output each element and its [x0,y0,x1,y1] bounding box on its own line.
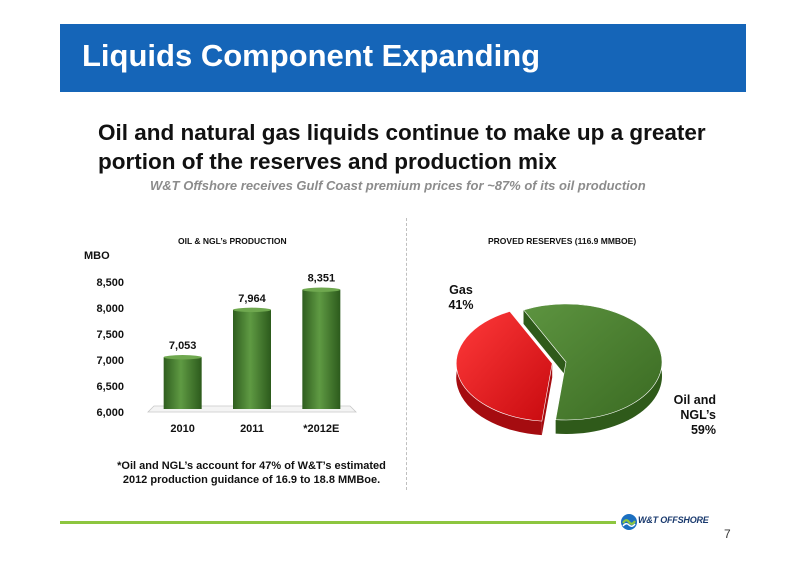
chart-divider [406,218,407,490]
title-banner: Liquids Component Expanding [60,24,746,92]
pie-chart-title: PROVED RESERVES (116.9 MMBOE) [488,236,637,246]
y-tick-label: 7,000 [96,355,124,367]
headline: Oil and natural gas liquids continue to … [98,120,706,174]
subheadline: W&T Offshore receives Gulf Coast premium… [150,178,646,193]
bar-top [302,287,341,292]
company-logo: W&T OFFSHORE [620,511,740,533]
y-tick-label: 7,500 [96,329,124,341]
bar-top [163,355,202,360]
pie-slice-label: Gas [449,283,473,297]
pie-slice-wall [541,363,553,436]
bar-value-label: 7,964 [238,293,266,305]
pie-slice-label: 59% [691,423,716,437]
y-tick-label: 8,500 [96,277,124,289]
bar [233,309,271,409]
x-tick-label: *2012E [303,423,339,435]
pie-slice [523,303,663,421]
pie-slice [455,311,553,422]
slide-title: Liquids Component Expanding [82,38,541,73]
footer-line [60,521,616,524]
bar [163,357,202,409]
pie-slice-wall [523,309,566,376]
pie-slice-label: Oil and [674,393,716,407]
y-tick-label: 6,500 [96,381,124,393]
x-tick-label: 2011 [240,423,264,435]
pie-slice-label: 41% [448,298,473,312]
logo-text: W&T OFFSHORE [638,515,709,525]
y-tick-label: 8,000 [96,303,124,315]
footnote: *Oil and NGL’s account for 47% of W&T’s … [117,460,386,486]
page-number: 7 [724,527,731,541]
bar-top [233,307,271,313]
y-axis-label: MBO [84,250,110,262]
x-tick-label: 2010 [170,423,194,435]
bar-value-label: 8,351 [308,273,336,285]
y-tick-label: 6,000 [96,407,124,419]
pie-slice-side [456,311,542,436]
wave-logo-icon [621,514,637,530]
bar-chart-title: OIL & NGL’s PRODUCTION [178,236,287,246]
bar [302,289,341,409]
pie-slice-label: NGL’s [680,408,716,422]
bar-value-label: 7,053 [169,340,197,352]
